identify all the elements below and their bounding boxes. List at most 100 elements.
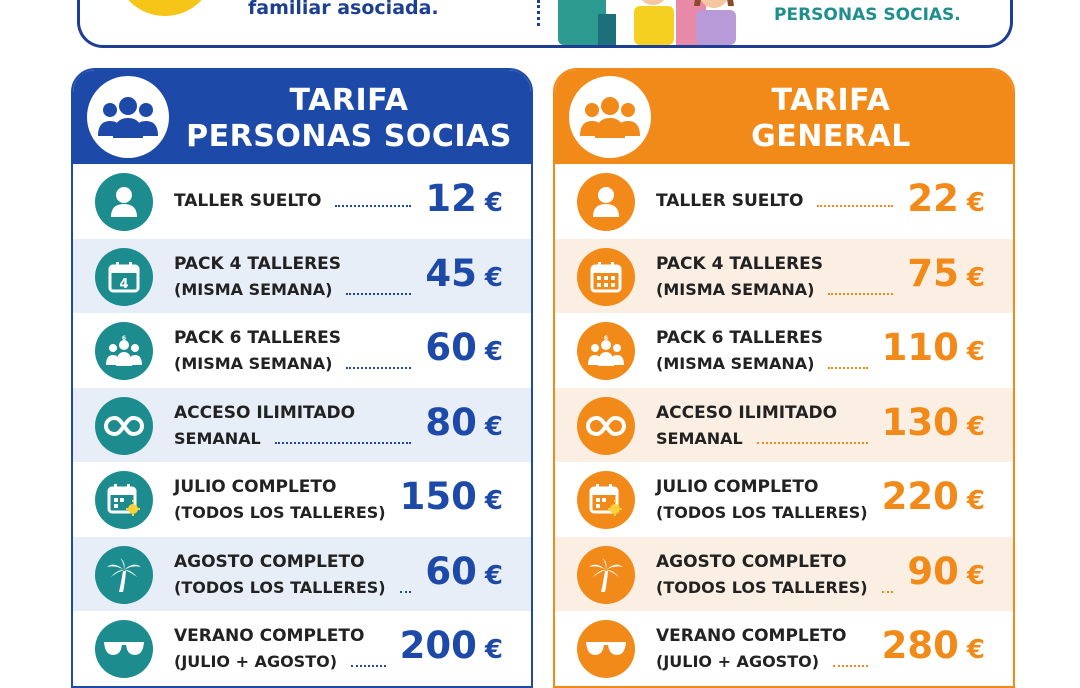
row-label: TALLER SUELTO — [174, 188, 321, 214]
dotted-leader — [351, 665, 386, 667]
price-row: 6 PACK 6 TALLERES (MISMA SEMANA) 60 € — [73, 313, 531, 388]
price-value: 280 € — [882, 624, 985, 667]
row-label-line1: TALLER SUELTO — [656, 191, 804, 211]
price-list: TALLER SUELTO 22 € PACK 4 TALLERES (MISMA SE… — [555, 164, 1013, 686]
calendar-sun-icon — [95, 471, 153, 529]
currency-symbol: € — [484, 188, 503, 218]
dotted-leader — [756, 441, 868, 444]
panel-title-line1: TARIFA — [771, 83, 891, 118]
row-label-line2: (JULIO + AGOSTO) — [174, 652, 338, 671]
row-label: PACK 6 TALLERES (MISMA SEMANA) — [656, 325, 823, 377]
price-amount: 200 — [399, 624, 477, 667]
infinity-icon — [577, 396, 635, 455]
row-label: AGOSTO COMPLETO (TODOS LOS TALLERES) — [656, 549, 868, 601]
price-row: ACCESO ILIMITADO SEMANAL 130 € — [555, 387, 1013, 462]
price-amount: 80 — [425, 400, 477, 444]
infinity-icon — [95, 396, 153, 455]
currency-symbol: € — [966, 635, 985, 665]
price-value: 130 € — [882, 401, 985, 444]
row-label-line1: ACCESO ILIMITADO — [174, 402, 356, 423]
palm-tree-icon — [95, 545, 153, 604]
price-amount: 280 — [881, 624, 959, 667]
row-label-line2: (TODOS LOS TALLERES) — [174, 577, 386, 597]
row-label-line1: PACK 4 TALLERES — [174, 253, 342, 274]
row-label: PACK 4 TALLERES (MISMA SEMANA) — [174, 251, 341, 303]
row-label: TALLER SUELTO — [656, 188, 803, 214]
currency-symbol: € — [966, 337, 985, 367]
row-label-line2: (MISMA SEMANA) — [174, 354, 333, 373]
price-row: JULIO COMPLETO (TODOS LOS TALLERES) 220 € — [555, 462, 1013, 537]
svg-text:6: 6 — [122, 335, 126, 342]
price-value: 45 € — [425, 252, 503, 295]
row-label-line1: VERANO COMPLETO — [174, 626, 365, 646]
row-label: ACCESO ILIMITADO SEMANAL — [656, 400, 837, 452]
row-label: ACCESO ILIMITADO SEMANAL — [174, 400, 355, 452]
row-label-line2: (MISMA SEMANA) — [174, 279, 333, 299]
row-label: VERANO COMPLETO (JULIO + AGOSTO) — [174, 623, 364, 675]
dotted-leader — [399, 590, 412, 593]
price-value: 60 € — [425, 550, 503, 593]
sunglasses-icon — [95, 620, 153, 678]
row-label: PACK 4 TALLERES (MISMA SEMANA) — [656, 251, 823, 303]
dotted-leader — [828, 367, 868, 369]
row-label: VERANO COMPLETO (JULIO + AGOSTO) — [656, 623, 846, 675]
svg-text:4: 4 — [119, 277, 128, 292]
price-amount: 45 — [425, 251, 477, 295]
row-label-line2: SEMANAL — [174, 428, 261, 448]
price-value: 22 € — [907, 177, 985, 220]
price-amount: 60 — [425, 549, 477, 593]
dotted-leader — [346, 292, 412, 295]
price-row: ACCESO ILIMITADO SEMANAL 80 € — [73, 387, 531, 462]
price-amount: 130 — [881, 400, 959, 444]
tarifa-socias-panel: TARIFA PERSONAS SOCIAS TALLER SUELTO 12 € 4… — [71, 68, 533, 688]
price-amount: 220 — [881, 475, 959, 518]
row-label: JULIO COMPLETO (TODOS LOS TALLERES) — [656, 474, 868, 526]
price-value: 80 € — [425, 401, 503, 444]
banner-divider — [537, 0, 540, 26]
row-label-line1: JULIO COMPLETO — [656, 477, 819, 497]
panel-title-line2: PERSONAS SOCIAS — [186, 119, 512, 154]
price-row: 4 PACK 4 TALLERES (MISMA SEMANA) 45 € — [73, 238, 531, 313]
panel-title: TARIFA GENERAL — [655, 83, 1007, 155]
currency-symbol: € — [966, 411, 985, 442]
currency-symbol: € — [484, 262, 503, 293]
dotted-leader — [346, 367, 412, 369]
calendar-icon — [577, 247, 635, 306]
currency-symbol: € — [966, 188, 985, 218]
person-icon — [95, 173, 153, 231]
price-value: 12 € — [425, 177, 503, 220]
calendar-4-icon: 4 — [95, 247, 153, 306]
row-label-line1: PACK 6 TALLERES — [174, 328, 342, 348]
row-label: PACK 6 TALLERES (MISMA SEMANA) — [174, 325, 341, 377]
price-row: VERANO COMPLETO (JULIO + AGOSTO) 280 € — [555, 611, 1013, 686]
row-label-line1: AGOSTO COMPLETO — [656, 551, 847, 572]
price-row: PACK 4 TALLERES (MISMA SEMANA) 75 € — [555, 238, 1013, 313]
row-label-line1: VERANO COMPLETO — [656, 626, 847, 646]
family-illustration — [558, 0, 736, 45]
dotted-leader — [274, 441, 412, 444]
price-value: 220 € — [882, 475, 985, 518]
group-6-icon: 6 — [577, 322, 635, 380]
panel-header: TARIFA PERSONAS SOCIAS — [73, 70, 531, 164]
price-amount: 90 — [907, 549, 959, 593]
price-value: 75 € — [907, 252, 985, 295]
currency-symbol: € — [484, 411, 503, 442]
sunglasses-icon — [577, 620, 635, 678]
dotted-leader — [881, 590, 894, 593]
row-label-line1: ACCESO ILIMITADO — [656, 402, 838, 423]
row-label-line2: (TODOS LOS TALLERES) — [174, 503, 386, 522]
banner-socias-text: PERSONAS SOCIAS. — [774, 5, 961, 25]
price-row: JULIO COMPLETO (TODOS LOS TALLERES) 150 € — [73, 462, 531, 537]
price-value: 150 € — [400, 475, 503, 518]
price-amount: 75 — [907, 251, 959, 295]
dotted-leader — [828, 292, 894, 295]
dotted-leader — [817, 205, 894, 207]
row-label-line2: (JULIO + AGOSTO) — [656, 652, 820, 671]
currency-symbol: € — [484, 560, 503, 591]
group-icon — [87, 76, 169, 158]
price-row: VERANO COMPLETO (JULIO + AGOSTO) 200 € — [73, 611, 531, 686]
row-label-line1: AGOSTO COMPLETO — [174, 551, 365, 572]
price-row: 6 PACK 6 TALLERES (MISMA SEMANA) 110 € — [555, 313, 1013, 388]
banner-assoc-text: familiar asociada. — [248, 0, 439, 19]
row-label-line1: PACK 6 TALLERES — [656, 328, 824, 348]
